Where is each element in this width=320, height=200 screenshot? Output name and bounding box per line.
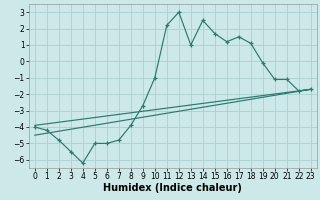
- X-axis label: Humidex (Indice chaleur): Humidex (Indice chaleur): [103, 183, 242, 193]
